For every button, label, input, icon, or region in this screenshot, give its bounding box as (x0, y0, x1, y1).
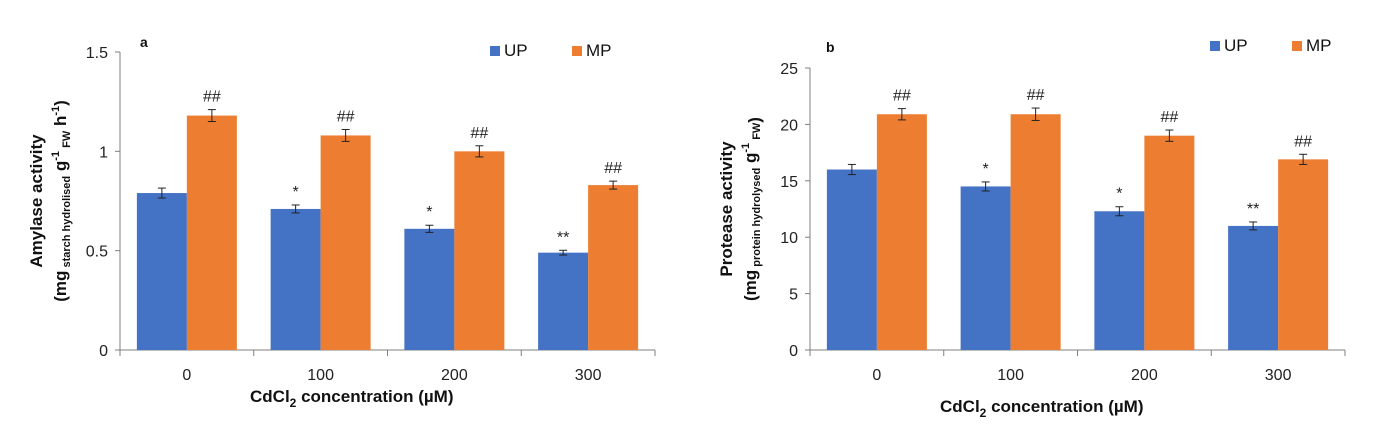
chart-a-bar-UP-0 (136, 193, 187, 350)
chart-b-significance-label: ## (893, 88, 911, 105)
chart-a-x-axis-label: CdCl2 concentration (µM) (250, 387, 454, 410)
chart-b-y-axis-label-line1: Protease activity (717, 141, 736, 277)
chart-a-ytick-label: 0.5 (86, 244, 108, 261)
chart-b-ytick-label: 5 (789, 287, 798, 304)
chart-a-legend-swatch-UP (490, 46, 500, 56)
chart-b-ylabel-part: ) (745, 117, 764, 123)
chart-b-xlabel-sub: 2 (980, 406, 987, 420)
chart-b-ytick-label: 0 (789, 343, 798, 360)
chart-a-significance-label: ## (203, 89, 221, 106)
chart-a-xlabel-part: concentration (µM) (296, 387, 453, 406)
chart-b-significance-label: ## (1294, 133, 1312, 150)
chart-b-significance-label: * (983, 161, 989, 178)
chart-b-bar-UP-300 (1228, 225, 1279, 350)
chart-a-bar-UP-100 (270, 208, 321, 350)
chart-a-significance-label: ** (557, 229, 569, 246)
chart-b-bar-UP-200 (1094, 211, 1145, 350)
chart-a-ylabel-part: g (51, 161, 70, 176)
chart-a: 00.511.50 100 200 300****########a UP MPCdCl2… (27, 34, 656, 410)
chart-a-xtick-label: 200 (441, 367, 468, 384)
chart-a-ylabel-sup: -1 (50, 106, 62, 116)
chart-a-ytick-label: 1 (99, 144, 108, 161)
chart-b-panel-label: b (826, 39, 835, 55)
chart-b-ylabel-part: g (741, 153, 760, 168)
chart-b-ylabel-part: (mg (741, 270, 760, 301)
chart-a-y-axis-label-line1: Amylase activity (27, 134, 46, 268)
chart-a-ylabel-sub: FW (61, 130, 73, 151)
chart-b-x-axis-label: CdCl2 concentration (µM) (940, 397, 1144, 420)
chart-a-bar-MP-200 (454, 151, 505, 350)
chart-b-xlabel-part: CdCl (940, 397, 980, 416)
chart-b-bar-MP-200 (1144, 135, 1195, 350)
chart-b-legend-label-UP: UP (1224, 36, 1248, 55)
chart-a-panel-label: a (140, 34, 148, 50)
chart-b-xtick-label: 100 (997, 367, 1024, 384)
chart-a-bar-UP-300 (538, 252, 589, 350)
chart-b-bar-UP-0 (826, 169, 877, 350)
chart-b-significance-label: * (1116, 186, 1122, 203)
chart-b-bar-UP-100 (960, 186, 1011, 350)
chart-a-significance-label: * (293, 184, 299, 201)
chart-b-legend-swatch-MP (1292, 41, 1302, 51)
chart-a-legend-label-UP: UP (504, 41, 528, 60)
chart-b-xlabel-part: concentration (µM) (986, 397, 1143, 416)
chart-a-xtick-label: 0 (182, 367, 191, 384)
chart-a-bar-MP-0 (186, 115, 237, 350)
chart-b-xtick-label: 300 (1265, 367, 1292, 384)
chart-b-bar-MP-0 (876, 114, 927, 350)
chart-a-bar-MP-300 (588, 185, 639, 350)
chart-a-ylabel-sub: starch hydrolised (61, 176, 73, 271)
chart-a-legend-label-MP: MP (586, 41, 612, 60)
chart-b-xtick-label: 200 (1131, 367, 1158, 384)
chart-b-ylabel-sub: FW (751, 122, 763, 143)
chart-a-xtick-label: 300 (575, 367, 602, 384)
chart-a-xlabel-part: CdCl (250, 387, 290, 406)
chart-b-significance-label: ** (1247, 201, 1259, 218)
chart-a-bar-MP-100 (320, 135, 371, 350)
chart-b-bar-MP-100 (1010, 114, 1061, 350)
chart-a-legend-swatch-MP (572, 46, 582, 56)
chart-b-legend-swatch-UP (1210, 41, 1220, 51)
chart-b-significance-label: ## (1027, 87, 1045, 104)
chart-a-ylabel-sup: -1 (50, 151, 62, 161)
chart-b-y-axis-label-line2: (mg protein hydrolysed g-1 FW) (740, 117, 764, 301)
chart-b-ytick-label: 25 (780, 61, 798, 78)
chart-a-significance-label: ## (604, 160, 622, 177)
chart-b-ylabel-sup: -1 (740, 143, 752, 153)
chart-a-significance-label: ## (470, 125, 488, 142)
chart-b-ylabel-sub: protein hydrolysed (751, 168, 763, 270)
chart-a-significance-label: * (426, 204, 432, 221)
chart-b-xtick-label: 0 (872, 367, 881, 384)
chart-a-ylabel-part: (mg (51, 271, 70, 302)
chart-a-xtick-label: 100 (307, 367, 334, 384)
chart-a-ylabel-part: ) (51, 100, 70, 106)
chart-a-bar-UP-200 (404, 228, 455, 350)
chart-b-ytick-label: 10 (780, 230, 798, 247)
chart-b-ytick-label: 20 (780, 117, 798, 134)
chart-a-significance-label: ## (337, 108, 355, 125)
chart-a-xlabel-sub: 2 (290, 396, 297, 410)
chart-b-legend-label-MP: MP (1306, 36, 1332, 55)
chart-b-significance-label: ## (1160, 109, 1178, 126)
chart-b-bar-MP-300 (1278, 159, 1329, 350)
chart-a-y-axis-label-line2: (mg starch hydrolised g-1 FW h-1) (50, 100, 73, 302)
chart-a-ytick-label: 1.5 (86, 45, 108, 62)
chart-b-ytick-label: 15 (780, 174, 798, 191)
chart-a-ylabel-part: h (51, 116, 70, 131)
chart-a-ytick-label: 0 (99, 343, 108, 360)
